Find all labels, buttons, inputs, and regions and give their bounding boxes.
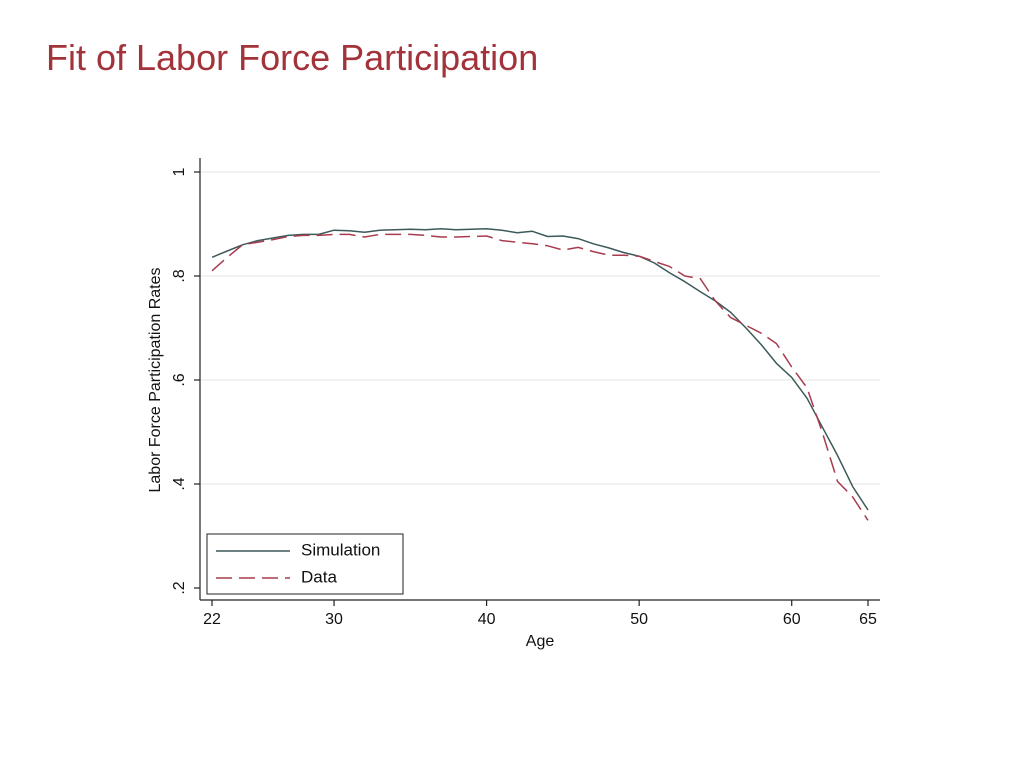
series-lines — [211, 227, 869, 521]
y-tick-label: .2 — [171, 581, 188, 594]
slide-title: Fit of Labor Force Participation — [46, 37, 539, 78]
axes: .2 .4 .6 .8 1 22 30 40 50 60 65 — [171, 158, 880, 628]
y-tick-label: 1 — [171, 167, 188, 176]
x-tick-label: 65 — [859, 611, 877, 628]
x-axis-title: Age — [526, 633, 555, 650]
series-line-simulation — [211, 227, 869, 511]
legend: Simulation Data — [206, 533, 404, 595]
grid-lines — [200, 171, 880, 485]
x-tick-label: 50 — [630, 611, 648, 628]
legend-label-simulation: Simulation — [301, 540, 380, 559]
x-tick-label: 30 — [325, 611, 343, 628]
y-tick-label: .8 — [171, 269, 188, 282]
y-tick-label: .6 — [171, 373, 188, 386]
legend-box — [206, 533, 404, 595]
x-tick-label: 40 — [478, 611, 496, 628]
series-line-data — [211, 233, 869, 521]
y-axis-title: Labor Force Participation Rates — [147, 268, 164, 493]
y-tick-label: .4 — [171, 477, 188, 490]
x-tick-label: 22 — [203, 611, 221, 628]
x-tick-label: 60 — [783, 611, 801, 628]
legend-label-data: Data — [301, 567, 337, 586]
